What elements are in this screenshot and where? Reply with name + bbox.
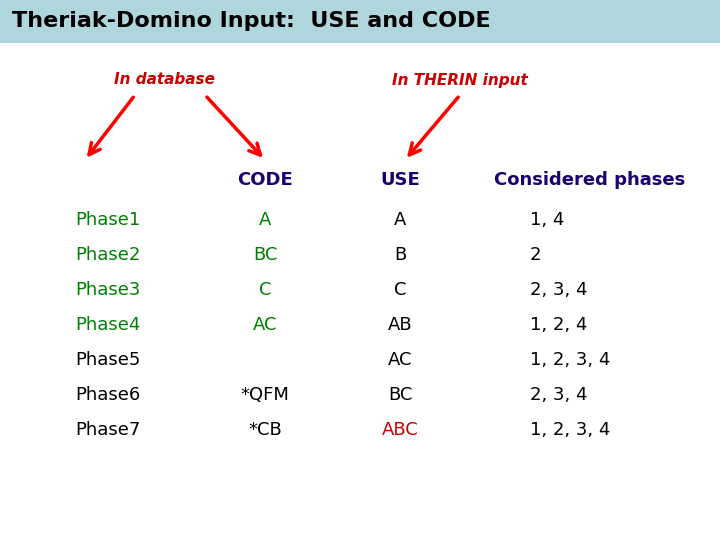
Text: In database: In database <box>114 72 215 87</box>
Text: CODE: CODE <box>237 171 293 189</box>
Text: A: A <box>258 211 271 229</box>
Text: BC: BC <box>253 246 277 264</box>
Text: Considered phases: Considered phases <box>495 171 685 189</box>
Text: Phase3: Phase3 <box>75 281 140 299</box>
Text: 2: 2 <box>530 246 541 264</box>
Text: 1, 2, 3, 4: 1, 2, 3, 4 <box>530 421 611 439</box>
Text: *CB: *CB <box>248 421 282 439</box>
Text: Phase7: Phase7 <box>75 421 140 439</box>
Text: Phase5: Phase5 <box>75 351 140 369</box>
Text: Phase6: Phase6 <box>75 386 140 404</box>
Bar <box>0 0 720 43</box>
Text: USE: USE <box>380 171 420 189</box>
Text: Phase2: Phase2 <box>75 246 140 264</box>
Text: ABC: ABC <box>382 421 418 439</box>
Text: 2, 3, 4: 2, 3, 4 <box>530 281 588 299</box>
Text: C: C <box>258 281 271 299</box>
Text: 2, 3, 4: 2, 3, 4 <box>530 386 588 404</box>
Text: Phase4: Phase4 <box>75 316 140 334</box>
Text: BC: BC <box>388 386 412 404</box>
Text: In THERIN input: In THERIN input <box>392 72 528 87</box>
Text: AC: AC <box>253 316 277 334</box>
Text: Theriak-Domino Input:  USE and CODE: Theriak-Domino Input: USE and CODE <box>12 11 490 31</box>
Text: AC: AC <box>388 351 413 369</box>
Text: A: A <box>394 211 406 229</box>
Text: 1, 2, 4: 1, 2, 4 <box>530 316 588 334</box>
Text: B: B <box>394 246 406 264</box>
Text: AB: AB <box>387 316 413 334</box>
Text: Phase1: Phase1 <box>75 211 140 229</box>
Text: *QFM: *QFM <box>240 386 289 404</box>
Text: 1, 2, 3, 4: 1, 2, 3, 4 <box>530 351 611 369</box>
Text: 1, 4: 1, 4 <box>530 211 564 229</box>
Text: C: C <box>394 281 406 299</box>
